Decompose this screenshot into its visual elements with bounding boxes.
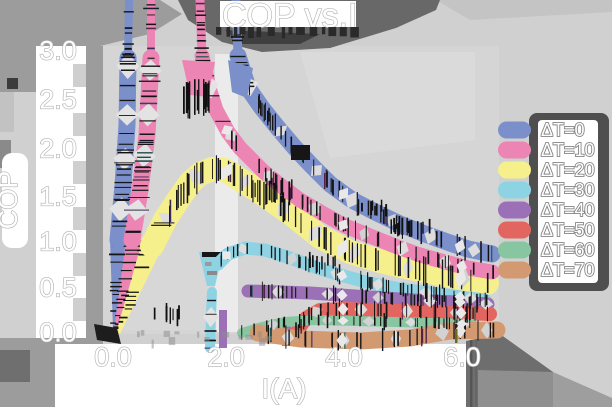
svg-text:ΔT=60: ΔT=60 (541, 240, 595, 260)
svg-text:2.5: 2.5 (39, 85, 77, 115)
svg-text:ΔT=20: ΔT=20 (541, 160, 595, 180)
svg-text:COP: COP (0, 171, 23, 230)
svg-text:I(A): I(A) (261, 373, 306, 404)
svg-text:ΔT=70: ΔT=70 (541, 260, 595, 280)
svg-text:ΔT=50: ΔT=50 (541, 220, 595, 240)
svg-text:1.5: 1.5 (39, 182, 77, 212)
svg-text:1.0: 1.0 (39, 227, 77, 257)
svg-text:6.0: 6.0 (443, 342, 481, 372)
svg-text:3.0: 3.0 (39, 36, 77, 66)
svg-text:ΔT=30: ΔT=30 (541, 180, 595, 200)
svg-text:2.0: 2.0 (207, 342, 245, 372)
svg-text:0.0: 0.0 (39, 318, 77, 348)
svg-text:0.5: 0.5 (39, 273, 77, 303)
svg-text:ΔT=40: ΔT=40 (541, 200, 595, 220)
svg-text:4.0: 4.0 (325, 342, 363, 372)
svg-text:2.0: 2.0 (39, 134, 77, 164)
svg-text:0.0: 0.0 (94, 342, 132, 372)
svg-text:ΔT=10: ΔT=10 (541, 140, 595, 160)
svg-text:ΔT=0: ΔT=0 (541, 120, 585, 140)
